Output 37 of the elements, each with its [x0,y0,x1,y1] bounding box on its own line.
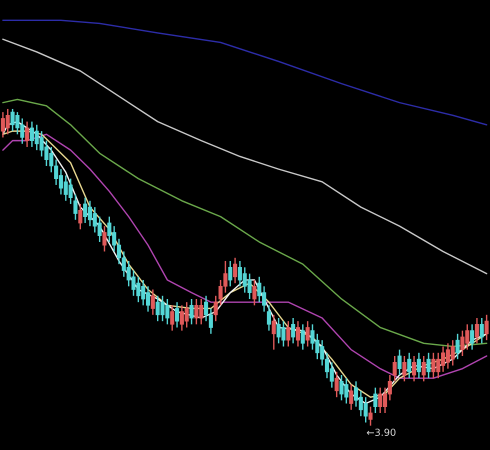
candlestick [456,333,460,360]
candlestick [398,348,402,376]
candlestick [296,320,300,348]
candlestick [102,225,107,252]
candlestick [484,314,489,341]
candlestick [272,314,276,350]
candlestick [407,352,412,379]
candlestick [233,257,238,284]
candlestick [470,324,474,350]
text: ←3.90 [366,428,396,436]
candlestick [422,355,426,382]
candlestick [300,324,305,350]
candlestick [334,371,339,398]
candlestick [392,355,397,382]
candlestick [150,288,155,316]
candlestick [373,386,378,414]
candlestick [412,355,416,382]
candlestick [426,352,431,379]
candlestick [480,317,484,344]
candlestick [73,194,78,220]
candlestick [368,406,373,426]
candlestick [252,279,256,306]
candlestick [25,120,30,148]
candlestick [402,355,406,382]
candlestick [266,304,271,332]
candlestick [190,298,194,326]
candlestick [416,352,421,379]
candlestick [174,301,180,328]
candlestick [349,384,354,411]
candlestick [306,320,310,348]
candlestick [286,320,290,348]
candlestick [228,260,232,288]
candlestick [474,317,479,344]
candlestick [78,203,82,230]
candlestick [170,304,174,332]
candlestick [291,317,296,344]
candlestick [214,295,218,322]
